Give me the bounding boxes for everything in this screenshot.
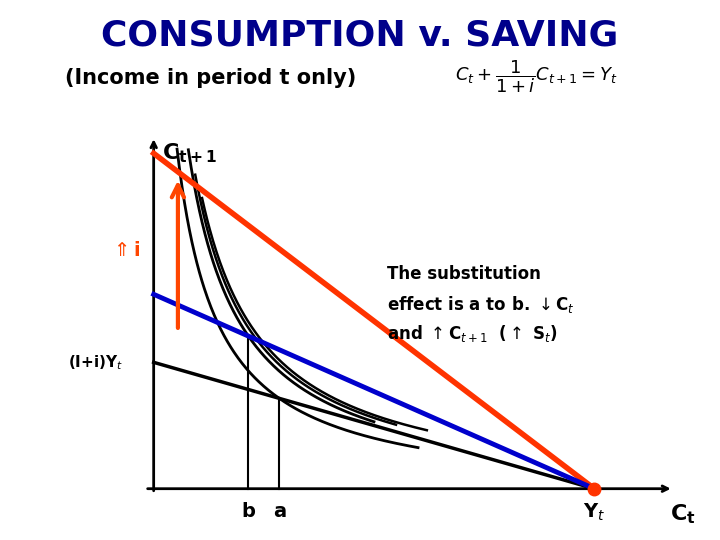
Text: The substitution: The substitution: [387, 265, 541, 283]
Text: (I+i)Y$_t$: (I+i)Y$_t$: [68, 353, 123, 372]
Text: Y$_t$: Y$_t$: [583, 502, 606, 523]
Text: (Income in period t only): (Income in period t only): [65, 68, 356, 87]
Text: CONSUMPTION v. SAVING: CONSUMPTION v. SAVING: [102, 19, 618, 53]
Text: and $\uparrow$C$_{t+1}$  ($\uparrow$ S$_t$): and $\uparrow$C$_{t+1}$ ($\uparrow$ S$_t…: [387, 323, 558, 345]
Text: a: a: [273, 502, 286, 521]
Text: $\mathbf{C_t}$: $\mathbf{C_t}$: [670, 502, 696, 525]
Text: $C_t + \dfrac{1}{1+i}C_{t+1} = Y_t$: $C_t + \dfrac{1}{1+i}C_{t+1} = Y_t$: [455, 59, 618, 95]
Text: b: b: [241, 502, 256, 521]
Text: $\Uparrow$i: $\Uparrow$i: [109, 241, 140, 260]
Text: $\mathbf{C_{t+1}}$: $\mathbf{C_{t+1}}$: [163, 141, 217, 165]
Text: effect is a to b. $\downarrow$C$_t$: effect is a to b. $\downarrow$C$_t$: [387, 294, 575, 315]
